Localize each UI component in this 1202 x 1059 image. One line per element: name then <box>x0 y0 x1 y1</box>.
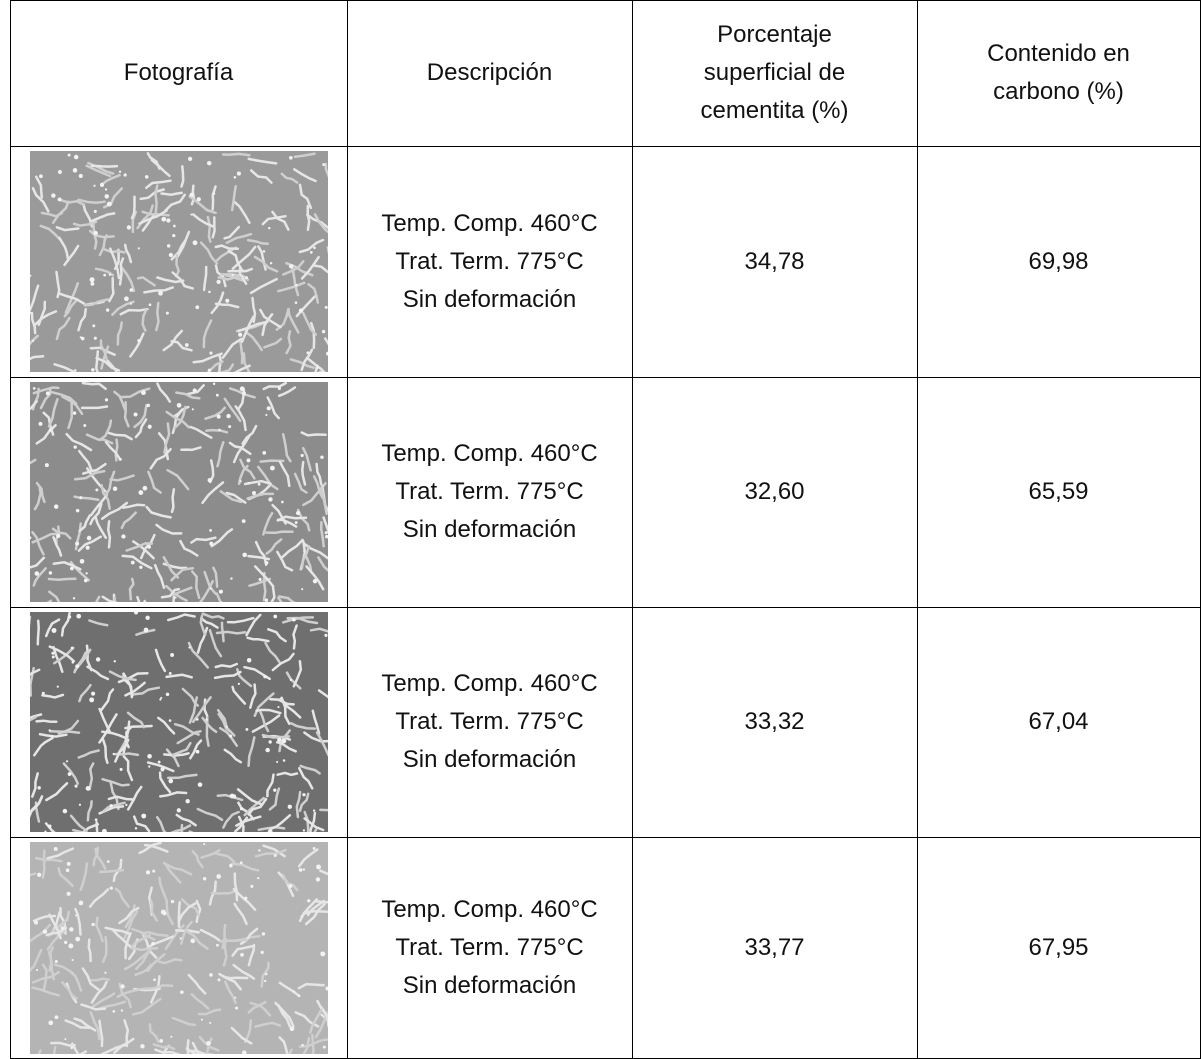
carbono-cell: 69,98 <box>917 146 1200 377</box>
text-line: cementita (%) <box>700 92 848 130</box>
text-line: Temp. Comp. 460°C <box>381 665 597 703</box>
text-line: Sin deformación <box>403 281 576 319</box>
text-line: Trat. Term. 775°C <box>395 473 583 511</box>
carbono-cell: 67,04 <box>917 607 1200 837</box>
value: 67,04 <box>1028 703 1088 741</box>
micrograph <box>30 382 328 602</box>
cementita-cell: 33,77 <box>632 837 917 1059</box>
row-border <box>10 0 1201 1</box>
cementita-cell: 33,32 <box>632 607 917 837</box>
text-line: Temp. Comp. 460°C <box>381 205 597 243</box>
text-line: Sin deformación <box>403 967 576 1005</box>
text-line: Temp. Comp. 460°C <box>381 891 597 929</box>
column-border <box>632 0 633 1059</box>
value: 33,32 <box>744 703 804 741</box>
value: 33,77 <box>744 929 804 967</box>
table: Fotografía Descripción Porcentajesuperfici… <box>0 0 1202 1059</box>
row-border <box>10 837 1201 838</box>
page: Fotografía Descripción Porcentajesuperfici… <box>0 0 1202 1059</box>
micrograph <box>30 151 328 372</box>
row-border <box>10 377 1201 378</box>
text-line: Porcentaje <box>717 16 832 54</box>
value: 32,60 <box>744 473 804 511</box>
text-line: Trat. Term. 775°C <box>395 243 583 281</box>
text-line: Temp. Comp. 460°C <box>381 435 597 473</box>
value: 69,98 <box>1028 243 1088 281</box>
value: 65,59 <box>1028 473 1088 511</box>
header-cell: Fotografía <box>10 0 347 146</box>
value: 67,95 <box>1028 929 1088 967</box>
text-line: superficial de <box>704 54 845 92</box>
header-cell: Descripción <box>347 0 632 146</box>
column-border <box>1200 0 1201 1059</box>
text-line: Trat. Term. 775°C <box>395 703 583 741</box>
text-line: Contenido en <box>987 35 1130 73</box>
text-line: Trat. Term. 775°C <box>395 929 583 967</box>
column-border <box>10 0 11 1059</box>
value: 34,78 <box>744 243 804 281</box>
row-border <box>10 607 1201 608</box>
micrograph <box>30 612 328 832</box>
cementita-cell: 32,60 <box>632 377 917 607</box>
column-border <box>347 0 348 1059</box>
text-line: Sin deformación <box>403 741 576 779</box>
carbono-cell: 67,95 <box>917 837 1200 1059</box>
column-border <box>917 0 918 1059</box>
text-line: Sin deformación <box>403 511 576 549</box>
text-line: Fotografía <box>124 54 233 92</box>
row-border <box>10 146 1201 147</box>
carbono-cell: 65,59 <box>917 377 1200 607</box>
cementita-cell: 34,78 <box>632 146 917 377</box>
micrograph <box>30 842 328 1054</box>
text-line: Descripción <box>427 54 552 92</box>
text-line: carbono (%) <box>993 73 1124 111</box>
